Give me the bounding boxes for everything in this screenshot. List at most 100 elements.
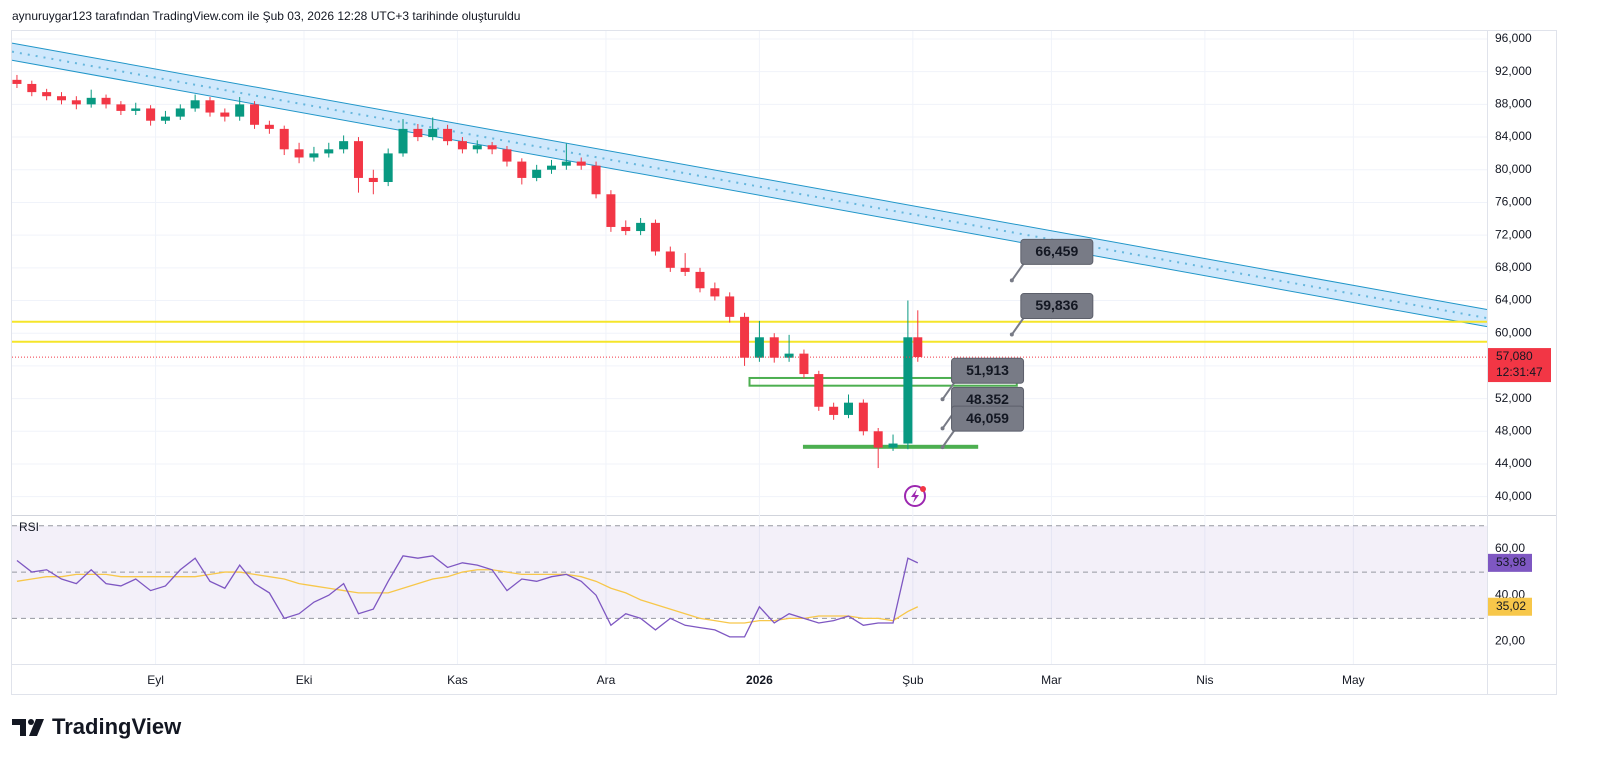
x-tick-label: Mar — [1041, 673, 1062, 687]
candle-body — [27, 83, 37, 93]
candle-body — [799, 353, 809, 375]
candle-body — [309, 153, 319, 158]
candle-body — [517, 161, 527, 178]
channel-upper — [11, 42, 1488, 310]
logo-mark — [12, 719, 26, 736]
candle-body — [86, 97, 96, 105]
callout-pointer — [941, 429, 956, 448]
callout-pointer — [1011, 316, 1025, 336]
candle-body — [532, 169, 542, 178]
callout-box — [1020, 293, 1094, 320]
candle-body — [472, 145, 482, 150]
candle-body — [913, 337, 923, 358]
countdown: 12:31:47 — [1496, 365, 1543, 379]
rsi-tick-label: 20,00 — [1495, 634, 1525, 648]
y-tick-label: 48,000 — [1495, 423, 1532, 437]
candle-body — [680, 267, 690, 272]
candle-body — [443, 128, 453, 142]
candle-body — [220, 112, 230, 117]
frame — [11, 30, 1557, 695]
candle-body — [42, 92, 52, 97]
candle-body — [547, 165, 557, 170]
callout-label: 66,459 — [1035, 243, 1078, 259]
candle-body — [769, 337, 779, 358]
candle-body — [591, 165, 601, 195]
last-price-label: 57,080 — [1496, 349, 1533, 363]
y-tick-label: 92,000 — [1495, 64, 1532, 78]
candle-body — [829, 406, 839, 415]
candle-body — [294, 149, 304, 158]
rsi-value-label: 53,98 — [1496, 555, 1526, 569]
candle-body — [160, 116, 170, 121]
candle-body — [695, 271, 705, 289]
candle-body — [502, 149, 512, 162]
callout-label: 51,913 — [966, 362, 1009, 378]
candle-body — [754, 337, 764, 358]
alert-ring — [904, 485, 926, 507]
logo-mark — [29, 719, 44, 736]
candle-body — [843, 402, 853, 415]
y-tick-label: 80,000 — [1495, 162, 1532, 176]
callout-pointer — [941, 381, 956, 400]
logo-mark — [28, 719, 34, 725]
x-tick-label: Ara — [597, 673, 616, 687]
y-tick-label: 72,000 — [1495, 227, 1532, 241]
candle-body — [814, 374, 824, 407]
rsi-value-box — [1488, 553, 1532, 572]
candle-body — [56, 96, 66, 101]
candle-body — [12, 79, 22, 84]
x-tick-label: 2026 — [746, 673, 773, 687]
candle-body — [71, 100, 81, 105]
candle-body — [368, 177, 378, 183]
y-tick-label: 64,000 — [1495, 293, 1532, 307]
logo — [12, 719, 44, 736]
rsi-line — [16, 555, 919, 638]
callout-label: 48.352 — [966, 391, 1009, 407]
callout-pointer — [1011, 262, 1025, 281]
candle-body — [383, 153, 393, 183]
candle-body — [457, 141, 467, 150]
last-price-box — [1488, 348, 1551, 383]
candle-body — [858, 402, 868, 432]
candle-body — [264, 124, 274, 129]
candle-body — [665, 251, 675, 268]
rsi-ma-value-box — [1488, 597, 1532, 616]
y-tick-label: 68,000 — [1495, 260, 1532, 274]
candle-body — [650, 222, 660, 252]
candle-body — [888, 443, 898, 448]
alert-icon — [904, 485, 926, 507]
candle-body — [487, 145, 497, 150]
y-tick-label: 52,000 — [1495, 391, 1532, 405]
rsi-title: RSI — [19, 520, 39, 534]
alert-dot — [920, 486, 926, 492]
candle-body — [279, 128, 289, 150]
plot: 40,00044,00048,00052,00056,00060,00064,0… — [11, 31, 1551, 687]
candle-body — [561, 161, 571, 166]
callout-box — [1020, 238, 1094, 265]
candle-body — [235, 104, 245, 117]
candle-body — [101, 97, 111, 105]
header: aynuruygar123 tarafından TradingView.com… — [12, 9, 520, 23]
candle-body — [740, 316, 750, 358]
x-tick-label: Kas — [447, 673, 468, 687]
y-tick-label: 96,000 — [1495, 31, 1532, 45]
y-tick-label: 40,000 — [1495, 489, 1532, 503]
candle-body — [353, 141, 363, 178]
candle-body — [413, 128, 423, 138]
callout-label: 59,836 — [1035, 297, 1078, 313]
rsi-tick-label: 60,00 — [1495, 541, 1525, 555]
candle-body — [621, 226, 631, 232]
x-tick-label: May — [1342, 673, 1365, 687]
x-tick-label: Şub — [902, 673, 924, 687]
y-tick-label: 60,000 — [1495, 325, 1532, 339]
candle-body — [131, 108, 141, 111]
candle-body — [636, 222, 646, 232]
y-tick-label: 76,000 — [1495, 195, 1532, 209]
x-tick-label: Nis — [1196, 673, 1213, 687]
candle-body — [903, 337, 913, 444]
candle-body — [324, 149, 334, 154]
candle-body — [116, 104, 126, 111]
candle-body — [175, 108, 185, 117]
